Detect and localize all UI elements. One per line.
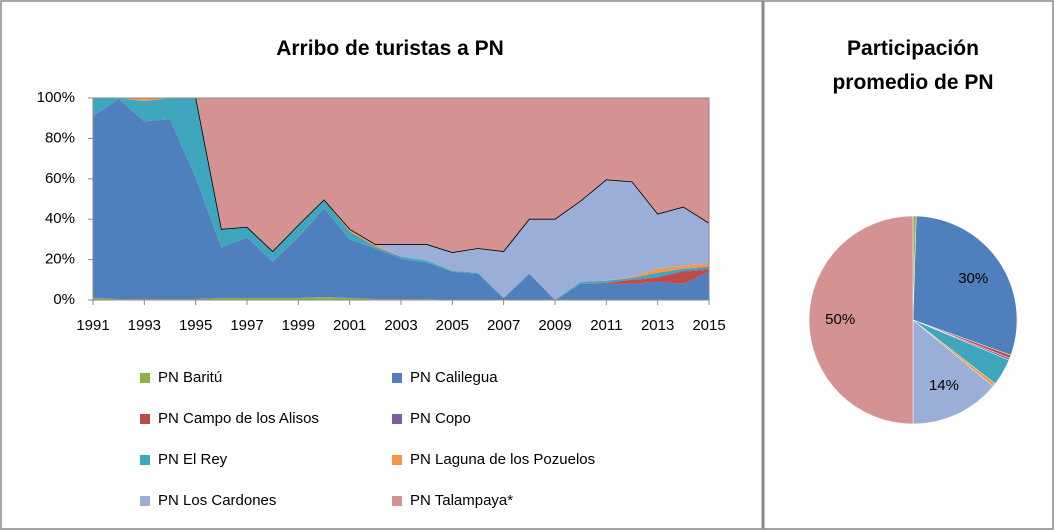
- legend-label: PN Baritú: [158, 369, 222, 386]
- legend-label: PN Campo de los Alisos: [158, 410, 319, 427]
- x-tick-label: 2005: [436, 317, 469, 334]
- legend-label: PN Talampaya*: [410, 492, 513, 509]
- pie-title: Participación promedio de PN: [832, 37, 994, 94]
- pie-slice: [912, 319, 994, 425]
- x-tick-label: 1999: [282, 317, 315, 334]
- x-tick-label: 2009: [538, 317, 571, 334]
- legend-swatch: [392, 414, 402, 424]
- x-tick-label: 1995: [179, 317, 212, 334]
- pie-slice: [808, 215, 914, 425]
- x-tick-label: 2013: [641, 317, 674, 334]
- x-tick-label: 2007: [487, 317, 520, 334]
- legend-label: PN Copo: [410, 410, 471, 427]
- x-tick-label: 1993: [128, 317, 161, 334]
- legend-label: PN Los Cardones: [158, 492, 276, 509]
- legend-swatch: [140, 455, 150, 465]
- area: [93, 98, 709, 300]
- legend-label: PN Calilegua: [410, 369, 498, 386]
- area: [93, 99, 709, 300]
- chart-title: Arribo de turistas a PN: [276, 37, 504, 60]
- y-tick-label: 100%: [37, 89, 75, 106]
- area: [93, 296, 709, 300]
- y-tick-label: 60%: [45, 170, 75, 187]
- legend-swatch: [140, 496, 150, 506]
- y-tick-label: 80%: [45, 129, 75, 146]
- pie-slice: [912, 215, 1018, 356]
- legend-swatch: [392, 496, 402, 506]
- legend-label: PN Laguna de los Pozuelos: [410, 451, 595, 468]
- x-tick-label: 2011: [590, 317, 622, 334]
- area: [93, 99, 709, 300]
- legend-swatch: [140, 414, 150, 424]
- legend-swatch: [392, 373, 402, 383]
- data-label: 50%: [825, 311, 855, 328]
- y-tick-label: 20%: [45, 251, 75, 268]
- data-label: 30%: [958, 270, 988, 287]
- legend-label: PN El Rey: [158, 451, 228, 468]
- legend-swatch: [140, 373, 150, 383]
- y-tick-label: 40%: [45, 210, 75, 227]
- y-tick-label: 0%: [53, 291, 75, 308]
- x-tick-label: 1991: [76, 317, 109, 334]
- x-tick-label: 2015: [692, 317, 725, 334]
- x-tick-label: 1997: [230, 317, 263, 334]
- legend-swatch: [392, 455, 402, 465]
- x-tick-label: 2001: [333, 317, 366, 334]
- area: [93, 98, 709, 300]
- x-tick-label: 2003: [384, 317, 417, 334]
- data-label: 14%: [929, 377, 959, 394]
